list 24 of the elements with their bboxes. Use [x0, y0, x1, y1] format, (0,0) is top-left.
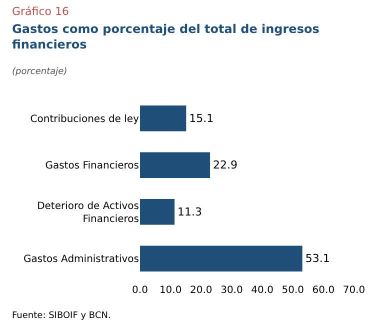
chart-title: Gastos como porcentaje del total de ingresos financieros: [12, 22, 320, 52]
x-tick-label: 0.0: [132, 285, 148, 296]
bar: [140, 199, 175, 225]
x-tick-label: 20.0: [190, 285, 212, 296]
source-note: Fuente: SIBOIF y BCN.: [12, 311, 111, 321]
bar: [140, 152, 210, 178]
text: (porcentaje): [12, 67, 68, 77]
y-tick-label: Contribuciones de ley: [30, 114, 140, 125]
x-tick-label: 50.0: [282, 285, 304, 296]
data-label: 53.1: [305, 252, 330, 266]
y-tick-label: Gastos Financieros: [45, 160, 139, 172]
bar: [140, 246, 302, 272]
x-tick-label: 70.0: [342, 285, 366, 296]
data-label: 11.3: [178, 205, 202, 218]
bar: [140, 106, 186, 132]
x-tick-label: 10.0: [159, 285, 182, 296]
data-label: 22.9: [213, 158, 238, 172]
data-label: 15.1: [189, 112, 214, 125]
text: Gráfico 16: [12, 5, 69, 18]
x-tick-label: 30.0: [220, 285, 243, 296]
y-tick-label: Gastos Administrativos: [24, 254, 139, 266]
x-tick-label: 60.0: [312, 285, 335, 296]
x-tick-label: 40.0: [251, 285, 274, 296]
y-tick-label: Deterioro de Activos Financieros: [37, 200, 139, 225]
